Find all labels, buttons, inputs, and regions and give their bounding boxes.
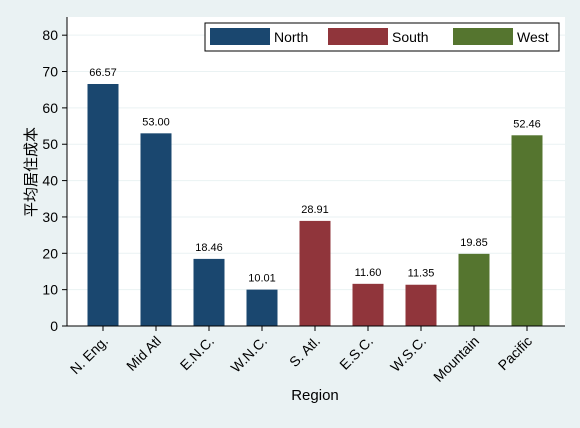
bar-e-n-c — [193, 258, 225, 326]
x-tick-label: Mountain — [430, 333, 482, 385]
data-label: 11.60 — [355, 267, 382, 279]
x-tick-label: Pacific — [495, 333, 535, 373]
y-tick-label: 0 — [50, 318, 58, 334]
data-label: 53.00 — [142, 116, 170, 128]
bar-s-atl — [299, 220, 331, 326]
legend: North South West — [204, 22, 560, 52]
legend-label-north: North — [274, 29, 308, 45]
bars — [87, 83, 543, 326]
bar-w-n-c — [246, 289, 278, 326]
x-tick-label: E.S.C. — [336, 333, 376, 373]
x-tick-label: W.N.C. — [227, 333, 270, 376]
data-label: 52.46 — [513, 118, 541, 130]
legend-label-south: South — [392, 29, 429, 45]
bar-pacific — [511, 135, 543, 326]
legend-swatch-west — [453, 28, 513, 45]
bar-w-s-c — [405, 284, 437, 326]
legend-swatch-north — [210, 28, 270, 45]
bar-mid-atl — [140, 133, 172, 326]
data-label: 66.57 — [89, 67, 117, 79]
y-axis-title: 平均居住成本 — [23, 127, 40, 217]
y-axis-ticks: 0 10 20 30 40 50 60 70 80 — [42, 27, 67, 334]
bar-n-eng — [87, 83, 119, 326]
x-tick-label: W.S.C. — [387, 333, 429, 375]
y-tick-label: 50 — [42, 136, 58, 152]
y-tick-label: 60 — [42, 100, 58, 116]
data-label: 18.46 — [195, 242, 223, 254]
y-tick-label: 40 — [42, 173, 58, 189]
x-tick-label: Mid Atl — [123, 333, 164, 374]
data-label: 10.01 — [248, 273, 276, 285]
data-label: 28.91 — [301, 204, 329, 216]
y-tick-label: 30 — [42, 209, 58, 225]
data-label: 11.35 — [408, 268, 435, 280]
x-tick-label: N. Eng. — [67, 333, 111, 377]
x-tick-label: E.N.C. — [177, 333, 217, 373]
bar-mountain — [458, 253, 490, 326]
y-tick-label: 80 — [42, 27, 58, 43]
y-tick-label: 10 — [42, 282, 58, 298]
bar-e-s-c — [352, 283, 384, 326]
x-axis-ticks: N. Eng. Mid Atl E.N.C. W.N.C. S. Atl. E.S.C. W… — [67, 326, 535, 385]
data-label: 19.85 — [460, 237, 488, 249]
legend-swatch-south — [328, 28, 388, 45]
legend-label-west: West — [517, 29, 549, 45]
data-labels: 66.57 53.00 18.46 10.01 28.91 11.60 11.35 19.85… — [89, 67, 541, 285]
y-tick-label: 20 — [42, 245, 58, 261]
y-tick-label: 70 — [42, 64, 58, 80]
x-axis-title: Region — [291, 387, 339, 404]
x-tick-label: S. Atl. — [286, 333, 323, 370]
